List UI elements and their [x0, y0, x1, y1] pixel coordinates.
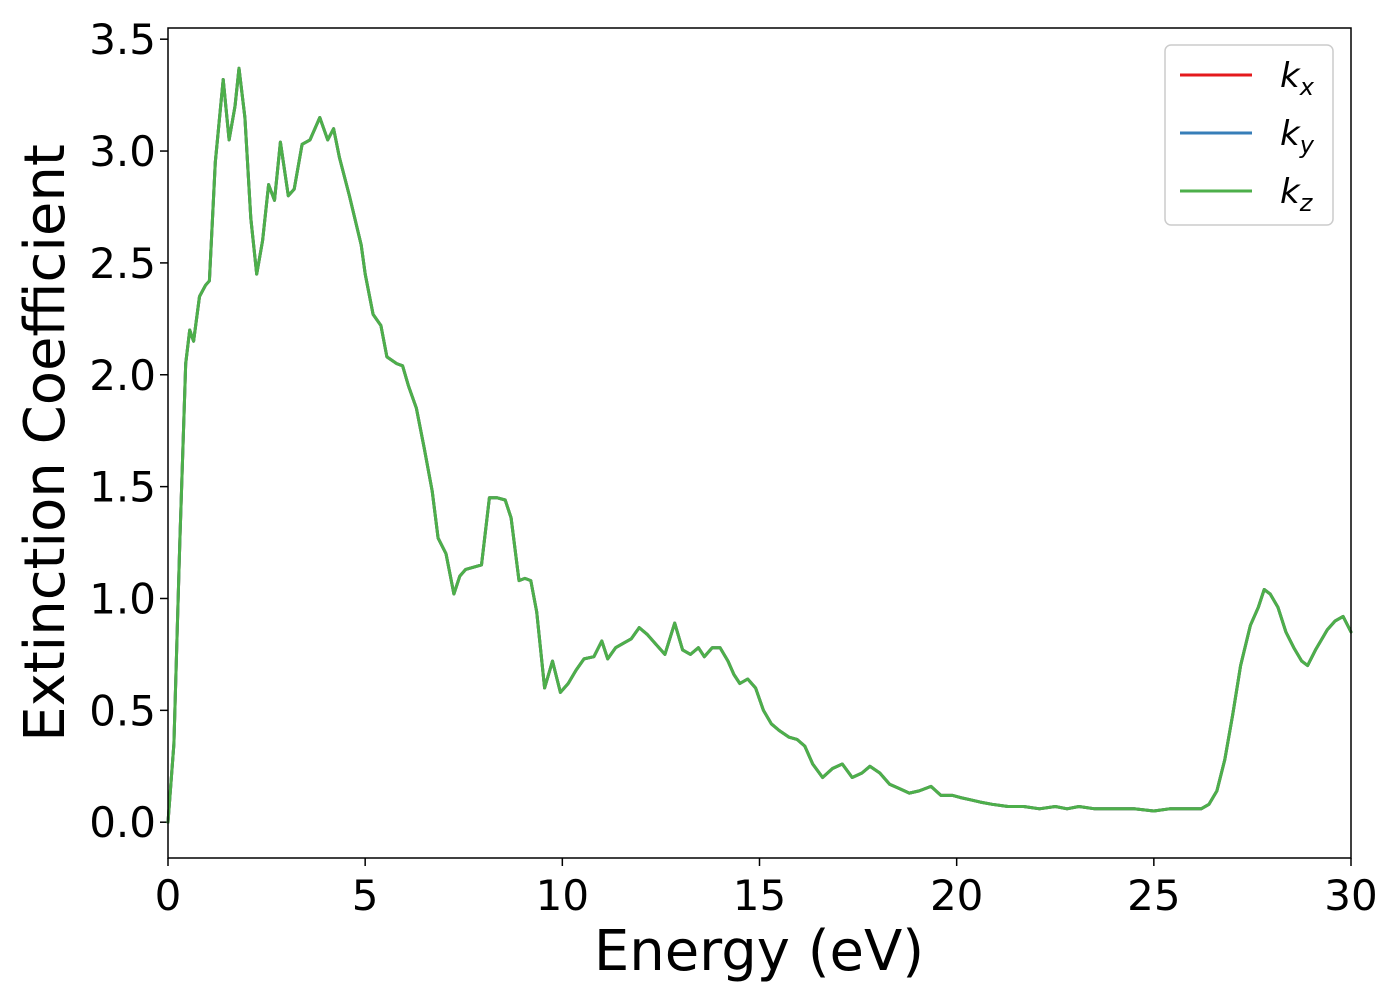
y-axis-label: Extinction Coefficient [13, 144, 78, 742]
y-tick-label: 0.0 [89, 798, 156, 847]
legend-label: ky [1280, 114, 1315, 159]
x-tick-label: 10 [536, 871, 589, 920]
x-axis-label: Energy (eV) [594, 919, 924, 984]
y-tick-label: 1.5 [89, 463, 156, 512]
plot-background [168, 28, 1351, 858]
x-tick-label: 25 [1127, 871, 1180, 920]
plot-frame [167, 27, 1352, 859]
x-tick-label: 20 [930, 871, 983, 920]
y-tick-label: 3.0 [89, 127, 156, 176]
x-tick-label: 5 [352, 871, 379, 920]
y-tick-label: 3.5 [89, 15, 156, 64]
x-tick-label: 30 [1324, 871, 1377, 920]
y-tick-label: 2.5 [89, 239, 156, 288]
y-tick-label: 2.0 [89, 351, 156, 400]
y-tick-label: 1.0 [89, 574, 156, 623]
series-lines [166, 66, 1353, 824]
x-axis-ticks: 0 5 10 15 20 25 30 [155, 858, 1378, 920]
x-tick-label: 15 [733, 871, 786, 920]
y-axis-ticks: 0.0 0.5 1.0 1.5 2.0 2.5 3.0 3.5 [89, 15, 168, 847]
series-line-k-z [166, 66, 1353, 824]
legend-box [1164, 44, 1334, 226]
y-tick-label: 0.5 [89, 686, 156, 735]
x-tick-label: 0 [155, 871, 182, 920]
